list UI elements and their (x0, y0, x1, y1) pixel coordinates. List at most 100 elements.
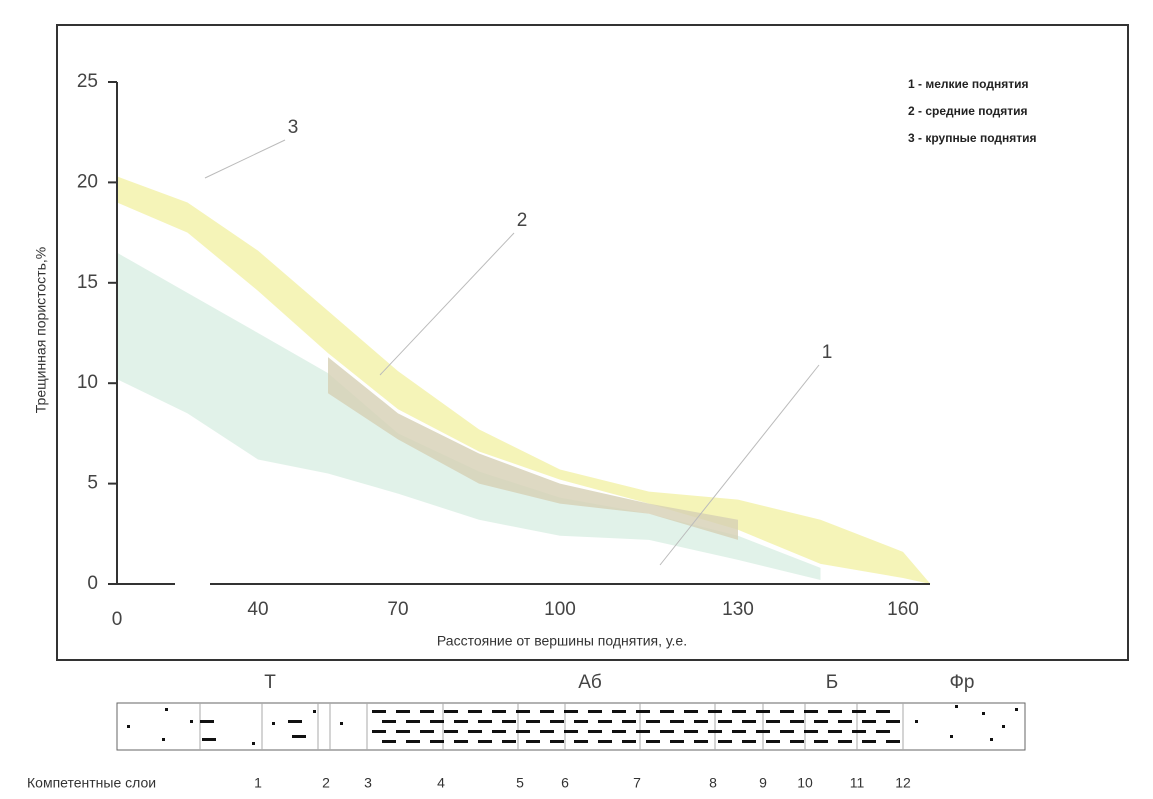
shale-dash (588, 710, 602, 713)
shale-dash (372, 730, 386, 733)
dot (162, 738, 165, 741)
shale-dash (454, 720, 468, 723)
shale-dash (406, 740, 420, 743)
shale-dash (790, 740, 804, 743)
x-axis-label: Расстояние от вершины поднятия, у.е. (437, 633, 687, 649)
shale-dash (876, 710, 890, 713)
shale-dash (612, 710, 626, 713)
shale-dash (406, 720, 420, 723)
shale-dash (420, 730, 434, 733)
shale-dash (718, 720, 732, 723)
dot (127, 725, 130, 728)
shale-dash (382, 740, 396, 743)
dot (955, 705, 958, 708)
shale-dash (838, 720, 852, 723)
layer-number: 4 (437, 775, 445, 791)
dot (190, 720, 193, 723)
shale-dash (852, 730, 866, 733)
shale-dash (742, 740, 756, 743)
dot (1015, 708, 1018, 711)
plot-frame (56, 24, 1129, 661)
shale-dash (430, 720, 444, 723)
shale-dash (492, 710, 506, 713)
dot (1002, 725, 1005, 728)
annotation: 3 (288, 117, 299, 138)
dot (982, 712, 985, 715)
layer-number: 7 (633, 775, 641, 791)
dot (272, 722, 275, 725)
group-label: Фр (949, 672, 974, 693)
shale-dash (564, 710, 578, 713)
leader-line (379, 232, 515, 376)
shale-dash (804, 730, 818, 733)
shale-dash (862, 720, 876, 723)
layer-number: 1 (254, 775, 262, 791)
shale-dash (382, 720, 396, 723)
shale-dash (420, 710, 434, 713)
leader-line (204, 139, 286, 179)
shale-dash (516, 710, 530, 713)
shale-dash (622, 740, 636, 743)
dot (950, 735, 953, 738)
shale-dash (622, 720, 636, 723)
shale-dash (804, 710, 818, 713)
band-area (328, 357, 738, 540)
lithology: Т Аб Б Фр1 2 3 4 5 6 7 8 9 10 11 12 (127, 672, 1018, 791)
shale-dash (732, 710, 746, 713)
shale-dash (526, 720, 540, 723)
shale-dash (612, 730, 626, 733)
shale-dash (550, 740, 564, 743)
shale-dash (886, 720, 900, 723)
shale-dash (202, 738, 216, 741)
legend-label: 3 - крупные поднятия (908, 131, 1036, 145)
layer-number: 6 (561, 775, 569, 791)
annotation: 2 (517, 210, 528, 231)
group-label: Т (264, 672, 276, 693)
dot (252, 742, 255, 745)
shale-dash (694, 740, 708, 743)
shale-dash (492, 730, 506, 733)
layer-number: 3 (364, 775, 372, 791)
shale-dash (660, 710, 674, 713)
shale-dash (814, 740, 828, 743)
lithology-strip (116, 702, 1026, 751)
shale-dash (444, 710, 458, 713)
shale-dash (454, 740, 468, 743)
x-tick-label: 0 (112, 609, 123, 630)
layer-number: 9 (759, 775, 767, 791)
shale-dash (814, 720, 828, 723)
dot (915, 720, 918, 723)
shale-dash (526, 740, 540, 743)
x-tick-label: 100 (544, 599, 576, 620)
bands (117, 176, 931, 584)
shale-dash (598, 720, 612, 723)
shale-dash (862, 740, 876, 743)
group-label: Аб (578, 672, 602, 693)
shale-dash (828, 710, 842, 713)
leader-line (659, 364, 820, 566)
y-axis-label: Трещинная пористость,% (33, 247, 49, 413)
legend-label: 2 - средние подятия (908, 104, 1028, 118)
shale-dash (540, 710, 554, 713)
layer-number: 2 (322, 775, 330, 791)
x-tick-label: 40 (247, 599, 268, 620)
shale-dash (502, 740, 516, 743)
shale-dash (636, 730, 650, 733)
shale-dash (708, 710, 722, 713)
group-label: Б (826, 672, 838, 693)
shale-dash (540, 730, 554, 733)
dot (990, 738, 993, 741)
shale-dash (780, 730, 794, 733)
shale-dash (684, 730, 698, 733)
shale-dash (708, 730, 722, 733)
x-tick-label: 70 (387, 599, 408, 620)
shale-dash (660, 730, 674, 733)
y-tick-label: 5 (87, 473, 98, 494)
shale-dash (574, 740, 588, 743)
x-tick-label: 160 (887, 599, 919, 620)
shale-dash (670, 720, 684, 723)
shale-dash (396, 710, 410, 713)
y-tick-label: 25 (77, 71, 98, 92)
layer-number: 12 (895, 775, 911, 791)
